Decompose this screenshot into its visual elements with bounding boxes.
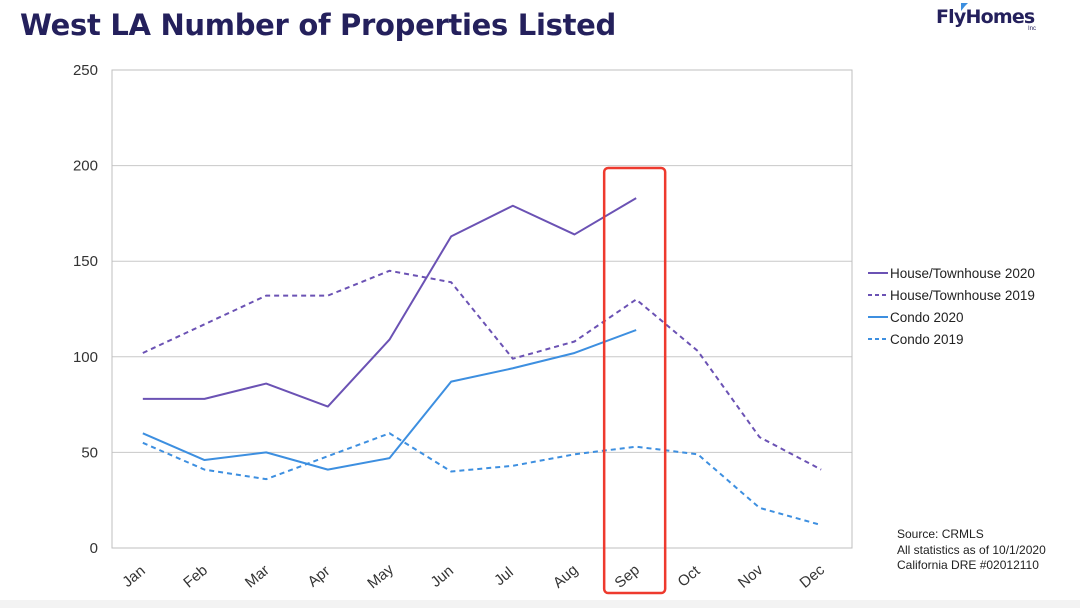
legend-label: Condo 2019 — [890, 331, 964, 347]
y-tick-label: 150 — [73, 253, 98, 270]
source-line: California DRE #02012110 — [897, 558, 1039, 572]
x-tick-label: Aug — [550, 561, 581, 591]
x-tick-label: Jul — [491, 564, 517, 589]
y-tick-label: 100 — [73, 349, 98, 366]
logo-subtext: Inc — [1028, 26, 1037, 32]
x-tick-label: Nov — [735, 561, 767, 591]
legend-item-house-2020: House/Townhouse 2020 — [868, 262, 1035, 284]
logo-text: FlyHomes — [936, 6, 1035, 28]
series-line-1 — [142, 269, 822, 471]
y-tick-label: 200 — [73, 158, 98, 175]
legend-swatch-solid — [868, 272, 888, 274]
x-tick-label: Jan — [119, 562, 148, 591]
x-tick-label: Sep — [612, 561, 643, 591]
highlight-box — [602, 166, 667, 595]
legend-swatch-dashed — [868, 338, 888, 340]
x-tick-label: Feb — [180, 562, 211, 592]
chart-legend: House/Townhouse 2020 House/Townhouse 201… — [868, 262, 1035, 350]
legend-label: House/Townhouse 2020 — [890, 265, 1035, 281]
x-tick-label: Apr — [305, 563, 334, 591]
y-tick-label: 0 — [90, 540, 98, 557]
x-tick-label: Mar — [242, 562, 273, 592]
legend-item-condo-2020: Condo 2020 — [868, 306, 1035, 328]
legend-label: Condo 2020 — [890, 309, 964, 325]
legend-label: House/Townhouse 2019 — [890, 287, 1035, 303]
series-line-0 — [142, 197, 637, 408]
page-title: West LA Number of Properties Listed — [20, 8, 616, 42]
x-tick-label: Oct — [675, 562, 704, 591]
logo-flag-icon — [961, 3, 968, 11]
bottom-strip — [0, 600, 1080, 608]
series-line-3 — [142, 432, 822, 527]
x-tick-label: Dec — [797, 561, 829, 591]
source-line: Source: CRMLS — [897, 527, 984, 541]
series-line-2 — [142, 329, 637, 471]
legend-item-condo-2019: Condo 2019 — [868, 328, 1035, 350]
source-line: All statistics as of 10/1/2020 — [897, 542, 1046, 557]
legend-item-house-2019: House/Townhouse 2019 — [868, 284, 1035, 306]
x-tick-label: Jun — [428, 562, 457, 591]
source-note: Source: CRMLS All statistics as of 10/1/… — [897, 527, 1046, 574]
legend-swatch-dashed — [868, 294, 888, 296]
legend-swatch-solid — [868, 316, 888, 318]
y-tick-label: 50 — [81, 444, 98, 461]
plot-border — [111, 69, 853, 549]
y-tick-label: 250 — [73, 62, 98, 79]
x-tick-label: May — [364, 561, 397, 593]
